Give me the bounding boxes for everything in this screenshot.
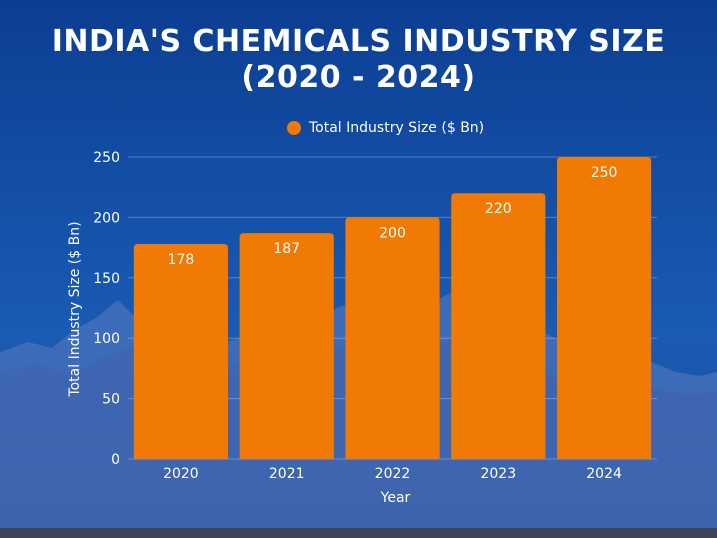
- y-tick-label: 150: [93, 271, 120, 287]
- y-tick-label: 50: [102, 392, 120, 408]
- x-tick-label: 2021: [269, 466, 305, 482]
- x-tick-label: 2024: [586, 466, 622, 482]
- bar-value-label: 178: [168, 252, 195, 268]
- chart-title-line-2: (2020 - 2024): [241, 60, 476, 95]
- y-tick-label: 0: [111, 452, 120, 468]
- y-axis-title: Total Industry Size ($ Bn): [67, 221, 83, 397]
- chart-legend: Total Industry Size ($ Bn): [287, 117, 484, 139]
- bar: [451, 193, 546, 460]
- legend-marker: [287, 121, 301, 135]
- legend-label: Total Industry Size ($ Bn): [309, 120, 485, 136]
- bar: [345, 217, 440, 459]
- bar: [133, 243, 228, 459]
- y-tick-label: 100: [93, 331, 120, 347]
- bar: [557, 157, 652, 459]
- bar-value-label: 220: [485, 201, 512, 217]
- y-tick-label: 200: [93, 210, 120, 226]
- bar-value-label: 200: [379, 225, 406, 241]
- y-tick-label: 250: [93, 150, 120, 166]
- bar: [239, 233, 334, 459]
- x-axis-title: Year: [380, 490, 411, 506]
- chart-title-line-1: INDIA'S CHEMICALS INDUSTRY SIZE: [51, 24, 666, 59]
- x-tick-label: 2023: [480, 466, 516, 482]
- x-tick-label: 2022: [375, 466, 411, 482]
- bar-value-label: 187: [273, 241, 300, 257]
- bottom-strip: [0, 528, 717, 538]
- x-tick-label: 2020: [163, 466, 199, 482]
- bar-value-label: 250: [591, 165, 618, 181]
